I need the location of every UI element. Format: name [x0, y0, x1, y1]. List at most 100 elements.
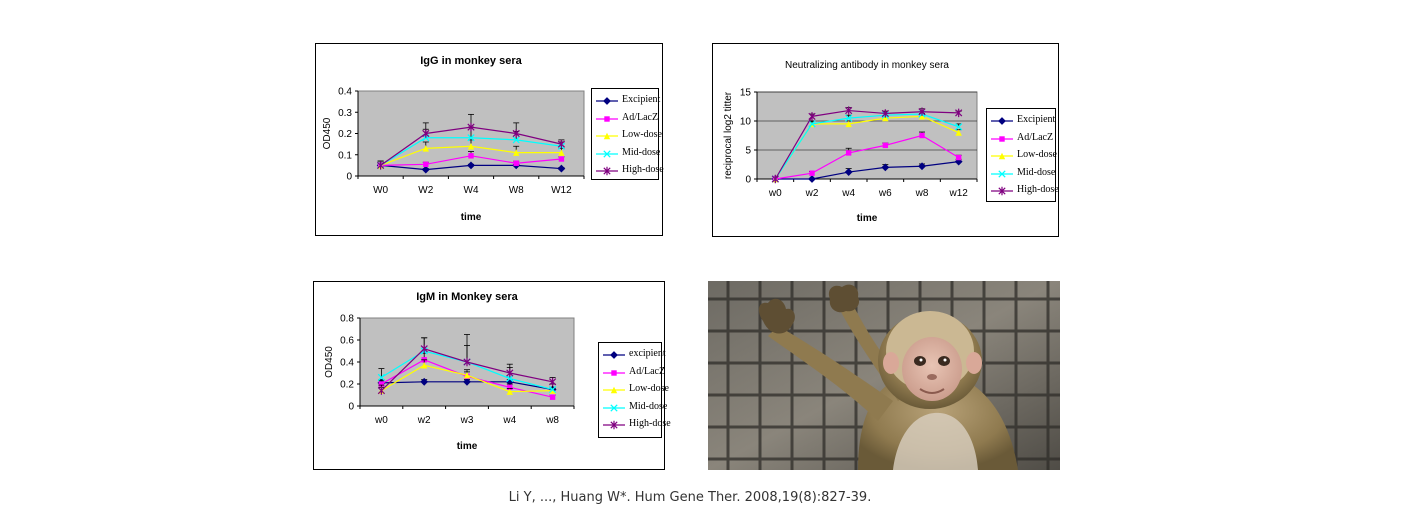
- igg-xtick-label: W0: [373, 185, 388, 196]
- igm-high-dose-point: [377, 386, 386, 395]
- nab-chart: 0 5 10 15 w0 w2 w4 w6 w8 w12 Neutralizing antibody…: [723, 60, 978, 224]
- igg-mid-dose-point: [512, 136, 520, 144]
- nab-ad-lacz-line: [775, 134, 959, 180]
- nab-ytick-label: 10: [740, 117, 752, 128]
- nab-mid-dose-line: [774, 113, 959, 180]
- igg-excipient-point: [557, 164, 566, 173]
- igg-xtick-label: W12: [551, 185, 572, 196]
- nab-legend-swatch-ad-lacz: [991, 135, 1013, 142]
- igg-legend-label-low-dose: Low-dose: [622, 129, 662, 140]
- igg-high-dose-point: [422, 129, 430, 138]
- nab-plot-area: [756, 91, 978, 180]
- nab-x-axis-label: time: [857, 213, 878, 224]
- nab-ytick-label: 0: [745, 175, 751, 186]
- igg-xtick-label: W4: [464, 185, 479, 196]
- igm-legend-item-mid-dose: Mid-dose: [599, 399, 667, 417]
- igm-legend-marker-mid-dose: [610, 403, 618, 412]
- nab-legend-label-high-dose: High-dose: [1017, 184, 1059, 195]
- igm-chart-title: IgM in Monkey sera: [416, 291, 518, 303]
- igg-low-dose-point: [422, 145, 429, 152]
- igm-excipient-point: [420, 377, 429, 386]
- igm-ad-lacz-point: [378, 381, 385, 387]
- igm-chart: 0 0.2 0.4 0.6 0.8 w0 w2 w3 w4 w8 IgM in Monkey ser…: [324, 291, 575, 452]
- nab-legend-label-mid-dose: Mid-dose: [1017, 166, 1056, 178]
- igm-chart-panel: 0 0.2 0.4 0.6 0.8 w0 w2 w3 w4 w8 IgM in Monkey ser…: [313, 281, 671, 470]
- igm-ad-lacz-point: [549, 394, 556, 400]
- nab-legend-item-low-dose: Low-dose: [987, 147, 1057, 165]
- igm-ytick-label: 0.4: [340, 358, 354, 369]
- igg-legend-swatch-excipient: [596, 97, 618, 105]
- nab-legend-swatch-mid-dose: [991, 169, 1013, 178]
- igg-y-axis-label: OD450: [322, 117, 333, 149]
- igm-xtick-label: w0: [374, 415, 388, 426]
- igg-chart-title: IgG in monkey sera: [420, 55, 522, 67]
- igg-legend-marker-high-dose: [603, 166, 611, 176]
- igg-ytick-label: 0.2: [338, 129, 352, 140]
- igm-legend-marker-high-dose: [610, 420, 618, 430]
- igm-ytick-label: 0.2: [340, 380, 354, 391]
- igm-mid-dose-point: [377, 373, 386, 382]
- igg-legend-swatch-mid-dose: [596, 149, 618, 158]
- igm-low-dose-point: [463, 372, 471, 379]
- igm-ytick-label: 0: [348, 402, 354, 413]
- nab-ad-lacz-point: [882, 142, 889, 149]
- igg-ad-lacz-point: [423, 161, 429, 168]
- igg-high-dose-point: [467, 122, 475, 132]
- igm-xtick-label: w2: [417, 415, 431, 426]
- igm-low-dose-point: [549, 387, 556, 394]
- igg-xtick-label: W8: [509, 185, 524, 196]
- igg-ad-lacz-point: [513, 160, 519, 166]
- igm-mid-dose-point: [506, 374, 514, 383]
- igg-legend: Excipient Ad/LacZ Low-dose Mid-dose High-dos…: [591, 88, 664, 180]
- igg-xtick-label: W2: [418, 185, 433, 196]
- igm-high-dose-point: [420, 344, 428, 353]
- nab-xtick-label: w6: [878, 188, 892, 199]
- igg-ytick-label: 0.1: [338, 150, 352, 161]
- nab-high-dose-line: [774, 109, 959, 180]
- igm-legend-label-low-dose: Low-dose: [629, 383, 669, 394]
- nab-chart-title: Neutralizing antibody in monkey sera: [785, 60, 949, 71]
- igg-high-dose-point: [376, 161, 385, 170]
- igm-legend-swatch-high-dose: [603, 420, 625, 430]
- nab-high-dose-point: [881, 109, 889, 118]
- igm-ytick-label: 0.8: [340, 314, 354, 325]
- nab-ytick-label: 5: [745, 146, 751, 157]
- igm-legend-swatch-ad-lacz: [603, 369, 625, 376]
- igm-legend-label-excipient: excipient: [629, 348, 666, 359]
- igm-legend-label-mid-dose: Mid-dose: [629, 400, 668, 412]
- igm-legend: excipient Ad/LacZ Low-dose Mid-dose High-dos…: [598, 342, 671, 438]
- igg-legend-item-mid-dose: Mid-dose: [592, 145, 660, 163]
- nab-excipient-line: [775, 161, 959, 180]
- igg-chart-panel: 0 0.1 0.2 0.3 0.4 W0 W2 W4 W8 W12 IgG in monkey se…: [315, 43, 664, 236]
- nab-high-dose-point: [771, 174, 779, 184]
- igg-chart: 0 0.1 0.2 0.3 0.4 W0 W2 W4 W8 W12 IgG in monkey se…: [322, 55, 585, 223]
- nab-legend-item-mid-dose: Mid-dose: [987, 165, 1055, 183]
- igm-legend-item-low-dose: Low-dose: [599, 381, 669, 399]
- igg-legend-item-high-dose: High-dose: [592, 162, 664, 180]
- nab-mid-dose-point: [955, 123, 963, 131]
- nab-high-dose-point: [808, 112, 816, 121]
- nab-high-dose-point: [918, 107, 926, 116]
- igm-legend-item-excipient: excipient: [599, 346, 666, 364]
- igm-legend-marker-low-dose: [610, 386, 618, 394]
- nab-legend-marker-high-dose: [998, 186, 1006, 196]
- igg-legend-label-excipient: Excipient: [622, 94, 661, 105]
- igg-low-dose-point: [558, 149, 565, 156]
- igg-legend-swatch-low-dose: [596, 132, 618, 140]
- igg-legend-item-low-dose: Low-dose: [592, 127, 662, 145]
- nab-legend-marker-low-dose: [998, 152, 1006, 160]
- nab-xtick-label: w12: [948, 188, 968, 199]
- nab-ad-lacz-point: [919, 132, 925, 139]
- igm-legend-item-high-dose: High-dose: [599, 416, 671, 434]
- igm-legend-swatch-mid-dose: [603, 403, 625, 412]
- igm-legend-marker-ad-lacz: [611, 369, 617, 376]
- nab-low-dose-point: [918, 113, 926, 120]
- igm-legend-swatch-excipient: [603, 351, 625, 359]
- igm-xtick-label: w3: [460, 415, 474, 426]
- igm-legend-item-ad-lacz: Ad/LacZ: [599, 364, 665, 382]
- nab-ad-lacz-point: [809, 170, 815, 176]
- igg-legend-label-high-dose: High-dose: [622, 164, 664, 175]
- nab-legend-label-low-dose: Low-dose: [1017, 149, 1057, 160]
- nab-legend-marker-ad-lacz: [999, 135, 1005, 142]
- igg-ytick-label: 0.4: [338, 87, 352, 98]
